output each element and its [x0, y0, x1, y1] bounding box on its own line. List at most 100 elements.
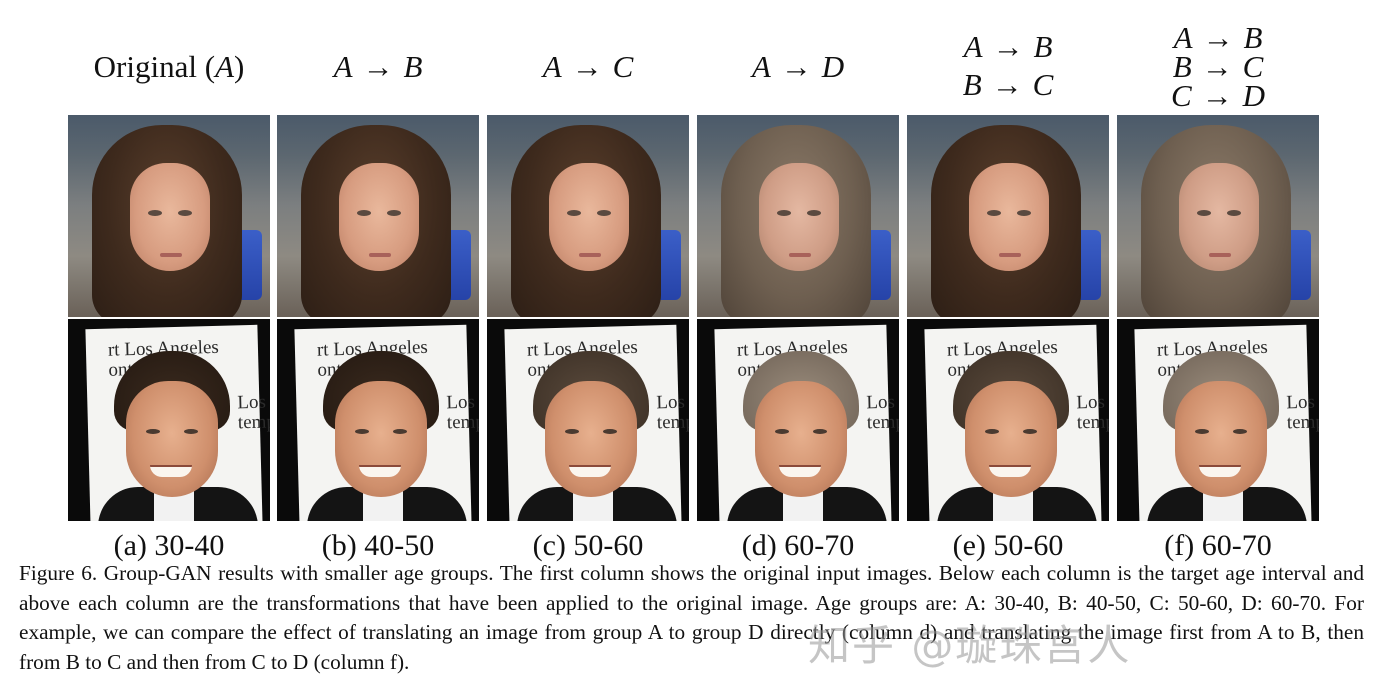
eye — [565, 429, 579, 434]
transform-to: B — [1243, 20, 1263, 55]
eye — [387, 210, 401, 216]
transform-line: A → B — [964, 28, 1053, 66]
face — [126, 381, 218, 497]
face — [1175, 381, 1267, 497]
smile — [989, 465, 1031, 477]
transform-line: C → D — [1171, 78, 1266, 113]
column-label-e: (e) 50-60 — [952, 529, 1064, 562]
transform-from: B — [1172, 49, 1192, 84]
eye — [393, 429, 407, 434]
column-header-b: A → B — [277, 0, 479, 112]
arrow-icon: → — [991, 67, 1023, 102]
column-header-d: A → D — [697, 0, 899, 112]
mouth — [579, 253, 601, 257]
mouth — [160, 253, 182, 257]
column-label-c: (c) 50-60 — [532, 529, 644, 562]
eye — [1023, 429, 1037, 434]
column-header-e: A → B B → C — [907, 0, 1109, 112]
eye — [146, 429, 160, 434]
eye — [178, 210, 192, 216]
transform-to: D — [1242, 78, 1266, 113]
arrow-icon: → — [780, 49, 812, 84]
transform-to: C — [612, 49, 634, 84]
smile — [779, 465, 821, 477]
column-label-d: (d) 60-70 — [741, 529, 855, 562]
arrow-icon: → — [1202, 20, 1234, 55]
header-original-word: Original — [93, 49, 197, 84]
poster-text: Los temp — [1076, 391, 1109, 434]
arrow-icon: → — [1201, 49, 1233, 84]
eye — [1227, 210, 1241, 216]
smile — [150, 465, 192, 477]
column-header-c: A → C — [487, 0, 689, 112]
eye — [1233, 429, 1247, 434]
poster-text: Los temp — [866, 391, 899, 434]
transform-from: A — [542, 49, 562, 84]
transform-to: B — [1033, 29, 1053, 64]
transform-line: B → C — [963, 66, 1054, 104]
transform-from: A — [1173, 20, 1193, 55]
smile — [359, 465, 401, 477]
arrow-icon: → — [1201, 78, 1233, 113]
poster-text: Los temp — [237, 391, 270, 434]
arrow-icon: → — [992, 29, 1024, 64]
column-header-f: A → B B → C C → D — [1117, 0, 1319, 112]
eye — [603, 429, 617, 434]
mouth — [369, 253, 391, 257]
eye — [355, 429, 369, 434]
image-woman-e — [907, 115, 1109, 317]
eye — [148, 210, 162, 216]
face — [965, 381, 1057, 497]
eye — [567, 210, 581, 216]
poster-text: Los temp — [1286, 391, 1319, 434]
mouth — [1209, 253, 1231, 257]
smile — [1199, 465, 1241, 477]
column-label-b: (b) 40-50 — [321, 529, 435, 562]
eye — [1195, 429, 1209, 434]
transform-to: C — [1032, 67, 1054, 102]
image-woman-a — [68, 115, 270, 317]
column-label-a: (a) 30-40 — [113, 529, 225, 562]
column-header-a: Original (A) — [68, 0, 270, 112]
transform-line: A → B — [1173, 20, 1263, 55]
transform-to: B — [403, 49, 423, 84]
arrow-icon: → — [362, 49, 394, 84]
image-woman-f — [1117, 115, 1319, 317]
transform-to: C — [1242, 49, 1264, 84]
face — [335, 381, 427, 497]
poster-text: Los temp — [446, 391, 479, 434]
transform-line: A → B — [334, 48, 423, 86]
mouth — [999, 253, 1021, 257]
poster-text: Los temp — [656, 391, 689, 434]
eye — [184, 429, 198, 434]
transform-line: B → C — [1172, 49, 1264, 84]
face — [545, 381, 637, 497]
eye — [777, 210, 791, 216]
transform-line: A → C — [543, 48, 634, 86]
image-woman-c — [487, 115, 689, 317]
eye — [357, 210, 371, 216]
mouth — [789, 253, 811, 257]
arrow-icon: → — [571, 49, 603, 84]
transform-from: A — [751, 49, 771, 84]
transform-line: A → D — [752, 48, 844, 86]
eye — [985, 429, 999, 434]
image-woman-d — [697, 115, 899, 317]
eye — [813, 429, 827, 434]
figure-caption: Figure 6. Group-GAN results with smaller… — [19, 561, 1364, 674]
eye — [1017, 210, 1031, 216]
eye — [807, 210, 821, 216]
header-original: Original (A) — [93, 49, 245, 84]
transform-to: D — [821, 49, 845, 84]
header-original-var: A — [215, 49, 234, 84]
transform-from: A — [333, 49, 353, 84]
face — [755, 381, 847, 497]
transform-from: A — [963, 29, 983, 64]
smile — [569, 465, 611, 477]
